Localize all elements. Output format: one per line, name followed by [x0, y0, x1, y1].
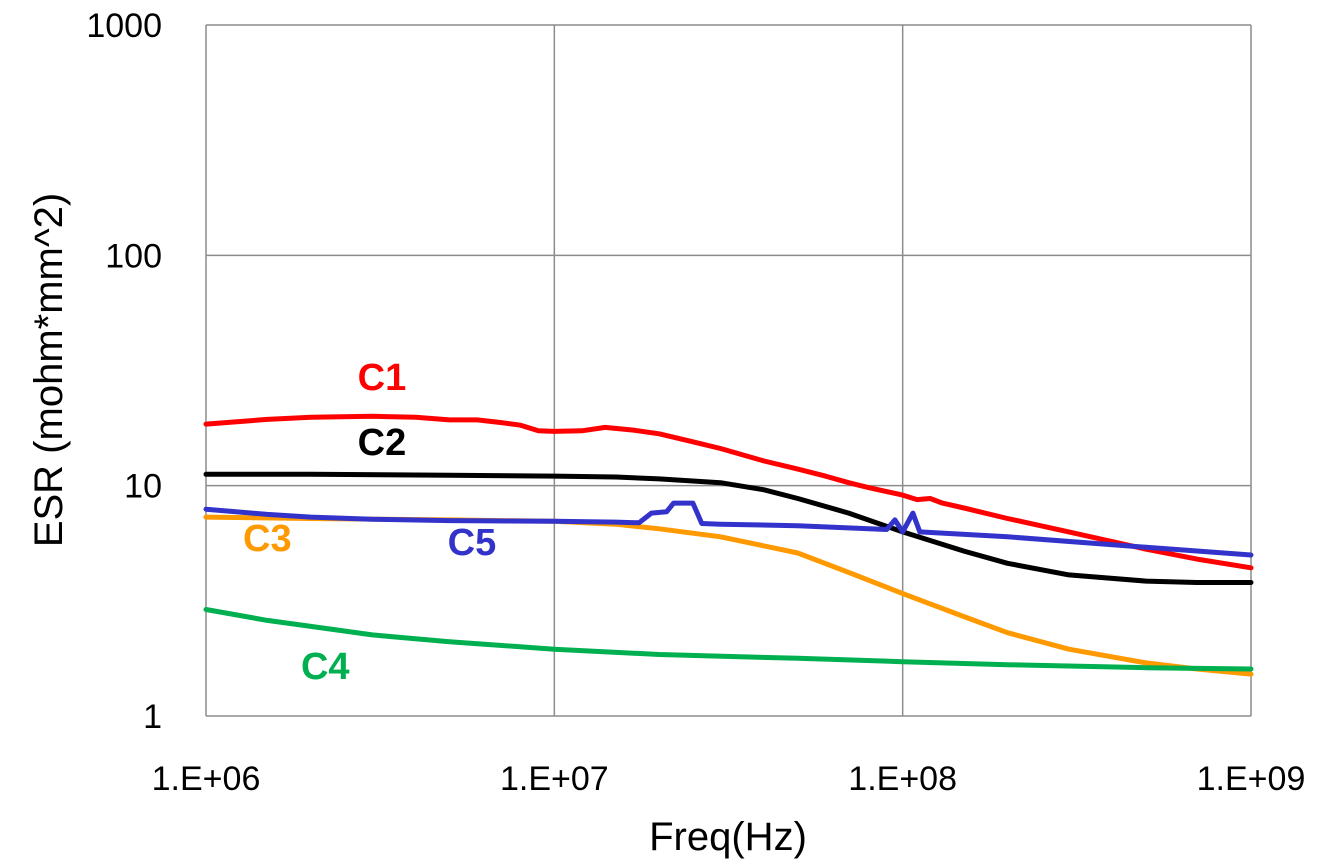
x-tick-label: 1.E+09: [1197, 760, 1306, 798]
series-label-c5: C5: [448, 522, 497, 564]
x-axis-tick-labels: 1.E+06 1.E+07 1.E+08 1.E+09: [152, 760, 1306, 798]
x-axis-title: Freq(Hz): [649, 815, 807, 859]
series-label-c1: C1: [358, 357, 407, 399]
series-labels: C1 C2 C3 C5 C4: [243, 357, 496, 688]
series-line-c3: [203, 514, 1254, 677]
x-tick-label: 1.E+07: [500, 760, 609, 798]
series-label-c3: C3: [243, 518, 292, 560]
x-tick-label: 1.E+08: [848, 760, 957, 798]
y-tick-label: 1000: [86, 7, 162, 45]
x-tick-label: 1.E+06: [152, 760, 261, 798]
y-tick-label: 10: [124, 468, 162, 506]
y-axis-title: ESR (mohm*mm^2): [27, 193, 71, 547]
series-line-c1: [203, 413, 1254, 571]
series-line-c5: [203, 500, 1254, 558]
series-label-c4: C4: [301, 646, 350, 688]
series-line-c4: [203, 607, 1254, 672]
y-tick-label: 1: [143, 698, 162, 736]
series-lines: [203, 413, 1254, 677]
y-axis-tick-labels: 1 10 100 1000: [86, 7, 162, 736]
y-tick-label: 100: [105, 237, 162, 275]
series-line-c2: [203, 471, 1254, 585]
series-label-c2: C2: [358, 422, 407, 464]
